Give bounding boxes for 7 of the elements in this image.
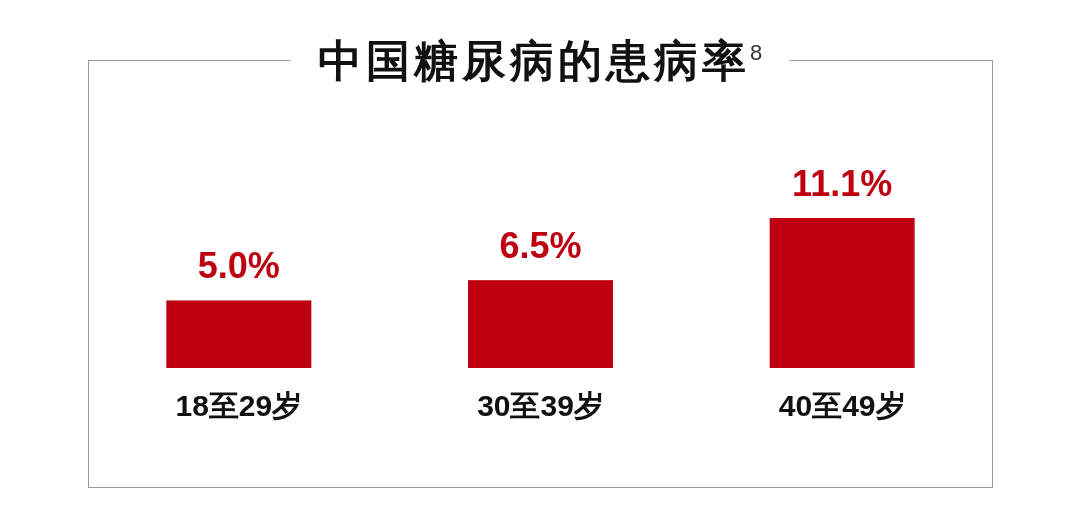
chart-title: 中国糖尿病的患病率$^{8}$ — [289, 36, 791, 85]
data-label: 5.0% — [197, 245, 280, 287]
data-label: 11.1% — [792, 163, 893, 204]
x-tick-label: 40至49岁 — [778, 389, 906, 422]
x-tick-label: 18至29岁 — [175, 389, 303, 422]
data-label: 6.5% — [499, 225, 582, 267]
x-tick-label: 30至39岁 — [477, 389, 604, 422]
